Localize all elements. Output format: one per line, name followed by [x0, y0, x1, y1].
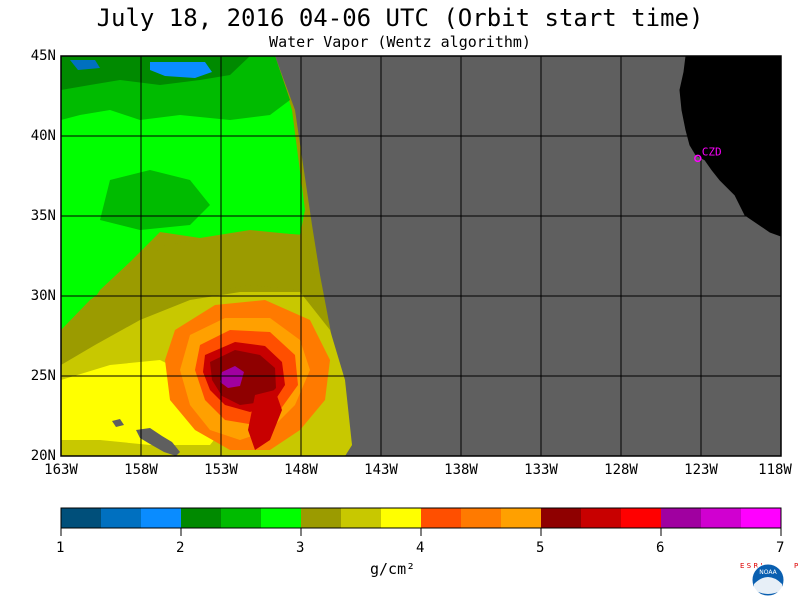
logo-noaa-text: NOAA	[759, 569, 777, 576]
station-marker	[694, 154, 702, 163]
colorbar-segment	[741, 508, 782, 528]
colorbar-segment	[541, 508, 582, 528]
latitude-label: 35N	[30, 208, 56, 224]
logo-psd-text: P S D	[794, 562, 800, 570]
latitude-label: 45N	[30, 48, 56, 64]
latitude-label: 25N	[30, 368, 56, 384]
colorbar-tick-label: 2	[176, 540, 185, 556]
colorbar-segment	[61, 508, 102, 528]
longitude-label: 148W	[284, 462, 318, 478]
longitude-label: 123W	[684, 462, 718, 478]
colorbar-segment	[261, 508, 302, 528]
longitude-label: 158W	[124, 462, 158, 478]
colorbar-tick-label: 1	[56, 540, 65, 556]
map-subtitle: Water Vapor (Wentz algorithm)	[269, 33, 531, 51]
colorbar-tick-label: 6	[656, 540, 665, 556]
coastline-land	[680, 56, 781, 236]
longitude-label: 118W	[758, 462, 792, 478]
latitude-label: 20N	[30, 448, 56, 464]
colorbar-segment	[501, 508, 542, 528]
colorbar-segment	[181, 508, 222, 528]
land-shade	[679, 55, 782, 237]
longitude-label: 138W	[444, 462, 478, 478]
noaa-logo: E S R L NOAA P S D	[740, 562, 800, 597]
station-label: CZD	[702, 145, 722, 158]
colorbar-segment	[341, 508, 382, 528]
colorbar	[61, 508, 782, 528]
map-border	[60, 55, 782, 457]
colorbar-ticks	[60, 528, 782, 536]
logo-esrl-text: E S R L	[740, 562, 764, 570]
colorbar-unit: g/cm²	[370, 560, 416, 578]
map-title: July 18, 2016 04-06 UTC (Orbit start tim…	[96, 4, 704, 32]
latitude-label: 40N	[30, 128, 56, 144]
colorbar-segment	[221, 508, 262, 528]
colorbar-segment	[141, 508, 182, 528]
colorbar-segment	[581, 508, 622, 528]
colorbar-segment	[661, 508, 702, 528]
longitude-label: 133W	[524, 462, 558, 478]
colorbar-segment	[421, 508, 462, 528]
longitude-label: 163W	[44, 462, 78, 478]
colorbar-segment	[621, 508, 662, 528]
colorbar-tick-label: 7	[776, 540, 785, 556]
longitude-label: 153W	[204, 462, 238, 478]
longitude-label: 128W	[604, 462, 638, 478]
colorbar-segment	[301, 508, 342, 528]
colorbar-tick-label: 4	[416, 540, 425, 556]
colorbar-tick-label: 5	[536, 540, 545, 556]
colorbar-segment	[461, 508, 502, 528]
water-vapor-field	[61, 56, 352, 456]
colorbar-segment	[101, 508, 142, 528]
latitude-label: 30N	[30, 288, 56, 304]
colorbar-tick-label: 3	[296, 540, 305, 556]
colorbar-segment	[381, 508, 422, 528]
longitude-label: 143W	[364, 462, 398, 478]
colorbar-segment	[701, 508, 742, 528]
